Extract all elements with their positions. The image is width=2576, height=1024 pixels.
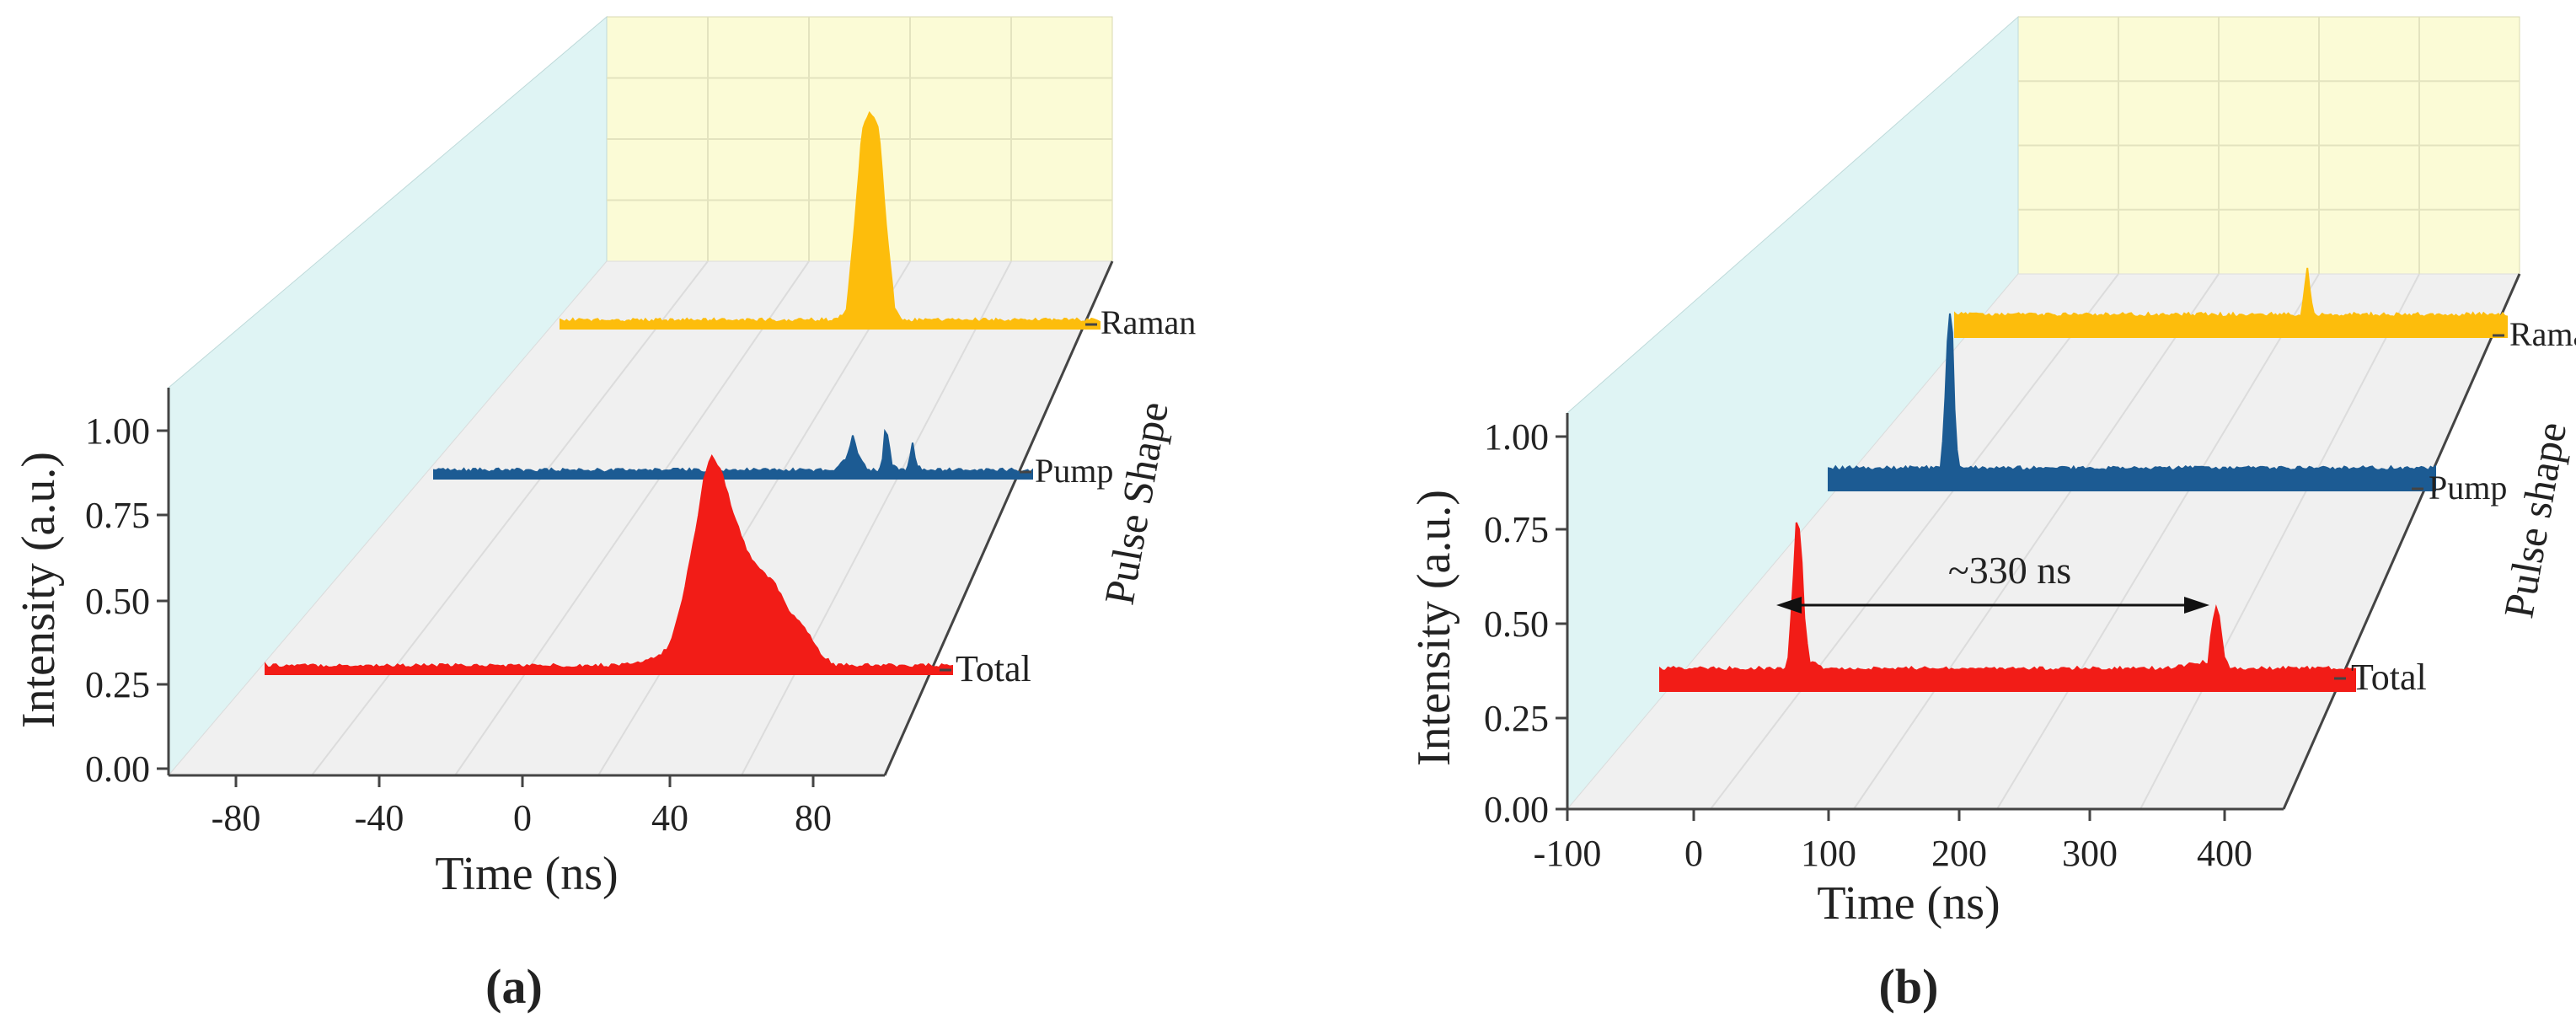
panel-a-x-tick: 80 [795, 797, 832, 839]
panel-a-depth-axis [883, 260, 1114, 776]
panel-b-raman-series [1954, 267, 2508, 338]
panel-a-x-tick: -80 [212, 797, 261, 839]
grid-line [311, 260, 709, 776]
panel-b-z-axis-title: Pulse shape [2494, 419, 2575, 622]
panel-b-depth-label-raman: Raman [2509, 315, 2576, 353]
panel-a-y-ticks: 0.00 0.25 0.50 0.75 1.00 [85, 410, 169, 790]
panel-a-x-tick: 0 [513, 797, 532, 839]
panel-a-y-axis-title: Intensity (a.u.) [13, 452, 65, 728]
grid-line [597, 260, 911, 776]
panel-a-x-ticks: -80 -40 0 40 80 [212, 775, 832, 839]
panel-b-x-ticks: -100 0 100 200 300 400 [1534, 809, 2252, 874]
panel-b-annotation: ~330 ns [1776, 549, 2209, 614]
panel-b-depth-axis [2282, 273, 2521, 810]
panel-b-x-tick: 200 [1931, 833, 1987, 874]
panel-a-total-series [265, 453, 953, 675]
panel-b-x-tick: 100 [1801, 833, 1856, 874]
panel-a-x-axis-title: Time (ns) [435, 848, 618, 900]
grid-line [741, 260, 1012, 776]
panel-b-x-tick: 0 [1684, 833, 1703, 874]
panel-a-pump-series [433, 428, 1033, 480]
panel-a-x-tick: -40 [355, 797, 404, 839]
panel-a-y-tick: 0.75 [85, 495, 150, 536]
panel-b-y-tick: 0.25 [1484, 698, 1549, 739]
panel-b-y-tick: 0.50 [1484, 603, 1549, 645]
grid-line [1853, 273, 2220, 810]
panel-a-y-tick: 0.50 [85, 581, 150, 622]
panel-b-y-ticks: 0.00 0.25 0.50 0.75 1.00 [1484, 416, 1567, 830]
panel-b-depth-label-pump: Pump [2429, 469, 2507, 507]
panel-a-raman-series [560, 110, 1101, 330]
panel-b-y-tick: 1.00 [1484, 416, 1549, 458]
panel-a-depth-label-total: Total [956, 648, 1031, 689]
grid-line [1996, 273, 2320, 810]
panel-b-x-axis-title: Time (ns) [1817, 877, 2000, 930]
panel-b-label: (b) [1879, 959, 1939, 1014]
panel-a-y-tick: 0.00 [85, 748, 150, 790]
panel-a-x-tick: 40 [651, 797, 688, 839]
panel-b-pump-series [1828, 313, 2436, 491]
grid-line [1710, 273, 2119, 810]
panel-b-y-axis-title: Intensity (a.u.) [1408, 490, 1460, 766]
panel-b-y-tick: 0.75 [1484, 509, 1549, 550]
panel-a: 0.00 0.25 0.50 0.75 1.00 -80 -40 0 40 80… [13, 15, 1196, 1014]
panel-a-y-tick: 1.00 [85, 410, 150, 452]
panel-b-y-tick: 0.00 [1484, 789, 1549, 830]
grid-line [454, 260, 810, 776]
panel-b-annotation-text: ~330 ns [1948, 549, 2071, 592]
panel-a-label: (a) [485, 959, 543, 1014]
panel-b-x-tick: -100 [1534, 833, 1602, 874]
grid-line [2140, 273, 2420, 810]
panel-b-x-tick: 300 [2062, 833, 2118, 874]
panel-b-grid [1710, 17, 2520, 810]
panel-b-depth-label-total: Total [2351, 657, 2427, 698]
panel-a-depth-label-pump: Pump [1035, 452, 1113, 490]
panel-b-x-tick: 400 [2197, 833, 2252, 874]
panel-a-depth-label-raman: Raman [1101, 303, 1196, 341]
panel-b: ~330 ns 0.00 0.25 0.50 0.75 1.00 -100 0 … [1408, 15, 2576, 1014]
panel-a-z-axis-title: Pulse Shape [1095, 399, 1177, 609]
panel-a-y-tick: 0.25 [85, 664, 150, 705]
